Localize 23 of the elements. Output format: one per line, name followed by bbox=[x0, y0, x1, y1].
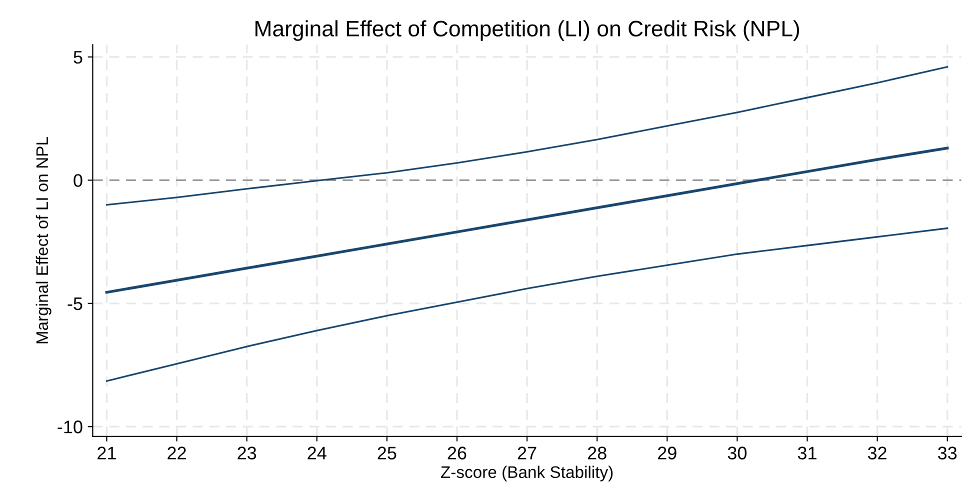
x-tick-label: 30 bbox=[728, 446, 747, 460]
x-tick-label: 31 bbox=[798, 446, 816, 460]
line-series bbox=[105, 146, 949, 294]
x-tick-label: 32 bbox=[868, 446, 886, 460]
x-tick-label: 33 bbox=[938, 446, 957, 460]
x-tick-label: 24 bbox=[308, 446, 326, 460]
y-tick-label: -10 bbox=[58, 420, 82, 434]
x-tick-label: 23 bbox=[238, 446, 256, 460]
x-tick-label: 26 bbox=[448, 446, 466, 460]
chart-title: Marginal Effect of Competition (LI) on Credit Risk (NPL) bbox=[256, 20, 800, 41]
x-tick-label: 28 bbox=[588, 446, 606, 460]
x-tick-label: 29 bbox=[658, 446, 676, 460]
x-tick-label: 22 bbox=[168, 446, 186, 460]
x-axis-title: Z-score (Bank Stability) bbox=[440, 466, 613, 482]
y-tick-label: -5 bbox=[68, 298, 82, 310]
y-tick-label: 0 bbox=[74, 174, 82, 187]
y-axis-title: Marginal Effect of LI on NPL bbox=[36, 137, 52, 344]
x-tick-label: 21 bbox=[98, 446, 116, 460]
x-tick-label: 25 bbox=[378, 446, 396, 460]
y-tick-label: 5 bbox=[74, 51, 82, 64]
x-tick-label: 27 bbox=[518, 446, 536, 460]
line-series bbox=[106, 227, 948, 382]
line-series bbox=[106, 66, 948, 206]
